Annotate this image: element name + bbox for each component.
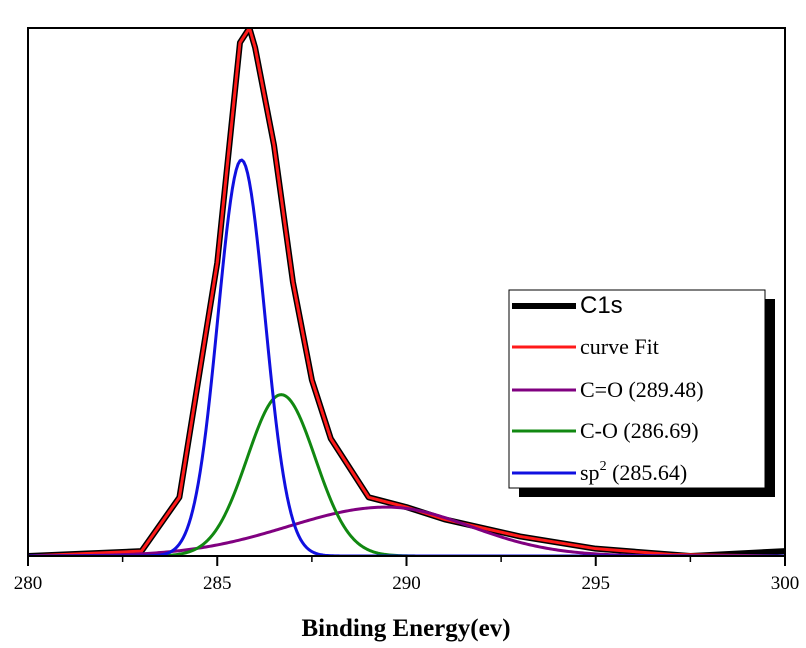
x-tick-label: 300 [771, 573, 800, 594]
x-tick-label: 280 [14, 573, 43, 594]
x-axis-label: Binding Energy(ev) [301, 615, 510, 642]
legend-label: curve Fit [580, 334, 659, 359]
x-tick-label: 285 [203, 573, 232, 594]
legend-label: sp2 (285.64) [580, 459, 687, 485]
legend: C1s curve Fit C=O (289.48) C-O (286.69) sp2 … [508, 289, 775, 497]
legend-label: C-O (286.69) [580, 418, 699, 443]
x-tick-label: 290 [392, 573, 421, 594]
curve-fit-line [28, 28, 785, 556]
legend-label: C=O (289.48) [580, 377, 704, 402]
legend-label: C1s [580, 292, 623, 319]
x-tick-label: 295 [582, 573, 611, 594]
x-axis-ticks: 280 285 290 295 300 [14, 556, 800, 594]
